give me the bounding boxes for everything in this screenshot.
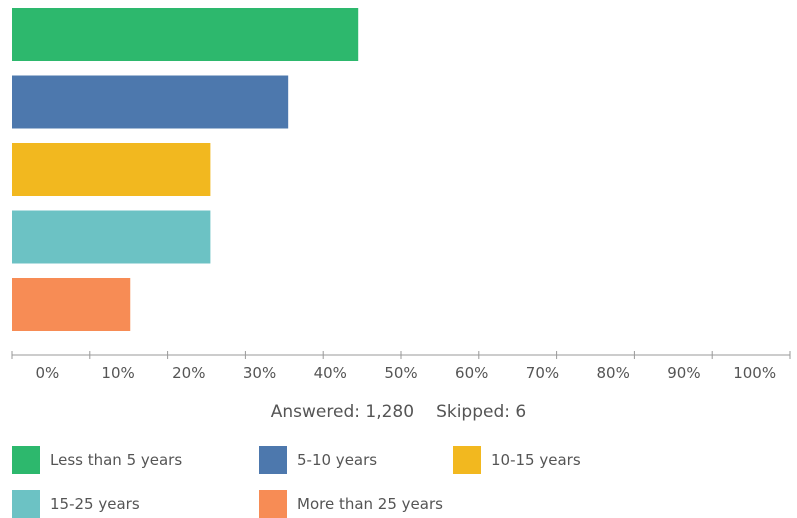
response-summary: Answered: 1,280 Skipped: 6 (0, 402, 797, 422)
x-tick-label: 100% (733, 364, 776, 382)
legend-swatch (259, 490, 287, 518)
bar-more-than-25-years (12, 278, 131, 331)
legend-item-less-than-5-years: Less than 5 years (12, 446, 182, 474)
legend-swatch (12, 446, 40, 474)
x-tick-label: 70% (526, 364, 559, 382)
legend-item-5-10-years: 5-10 years (259, 446, 377, 474)
bar-10-15-years (12, 143, 211, 196)
legend-label: 15-25 years (50, 495, 140, 513)
legend-label: More than 25 years (297, 495, 443, 513)
x-tick-label: 10% (101, 364, 134, 382)
legend-label: Less than 5 years (50, 451, 183, 469)
x-tick-label: 50% (384, 364, 417, 382)
bar-chart: 0% 10% 20% 30% 40% 50% 60% 70% 80% 90% 100% (11, 8, 791, 382)
bar-less-than-5-years (12, 8, 359, 61)
legend-label: 10-15 years (491, 451, 581, 469)
legend-item-15-25-years: 15-25 years (12, 490, 140, 518)
bar-15-25-years (12, 210, 211, 264)
skipped-value: 6 (515, 402, 527, 422)
legend-swatch (453, 446, 481, 474)
legend-label: 5-10 years (297, 451, 378, 469)
legend-item-10-15-years: 10-15 years (453, 446, 581, 474)
bar-5-10-years (12, 75, 289, 129)
x-tick-label: 0% (35, 364, 59, 382)
x-tick-label: 60% (455, 364, 488, 382)
x-tick-label: 30% (243, 364, 276, 382)
x-tick-label: 90% (667, 364, 700, 382)
x-tick-label: 80% (597, 364, 630, 382)
legend-item-more-than-25-years: More than 25 years (259, 490, 443, 518)
legend-swatch (259, 446, 287, 474)
x-tick-label: 20% (172, 364, 205, 382)
answered-label: Answered: (270, 402, 360, 422)
x-tick-label: 40% (314, 364, 347, 382)
skipped-label: Skipped: (436, 402, 510, 422)
answered-value: 1,280 (365, 402, 415, 422)
legend-swatch (12, 490, 40, 518)
